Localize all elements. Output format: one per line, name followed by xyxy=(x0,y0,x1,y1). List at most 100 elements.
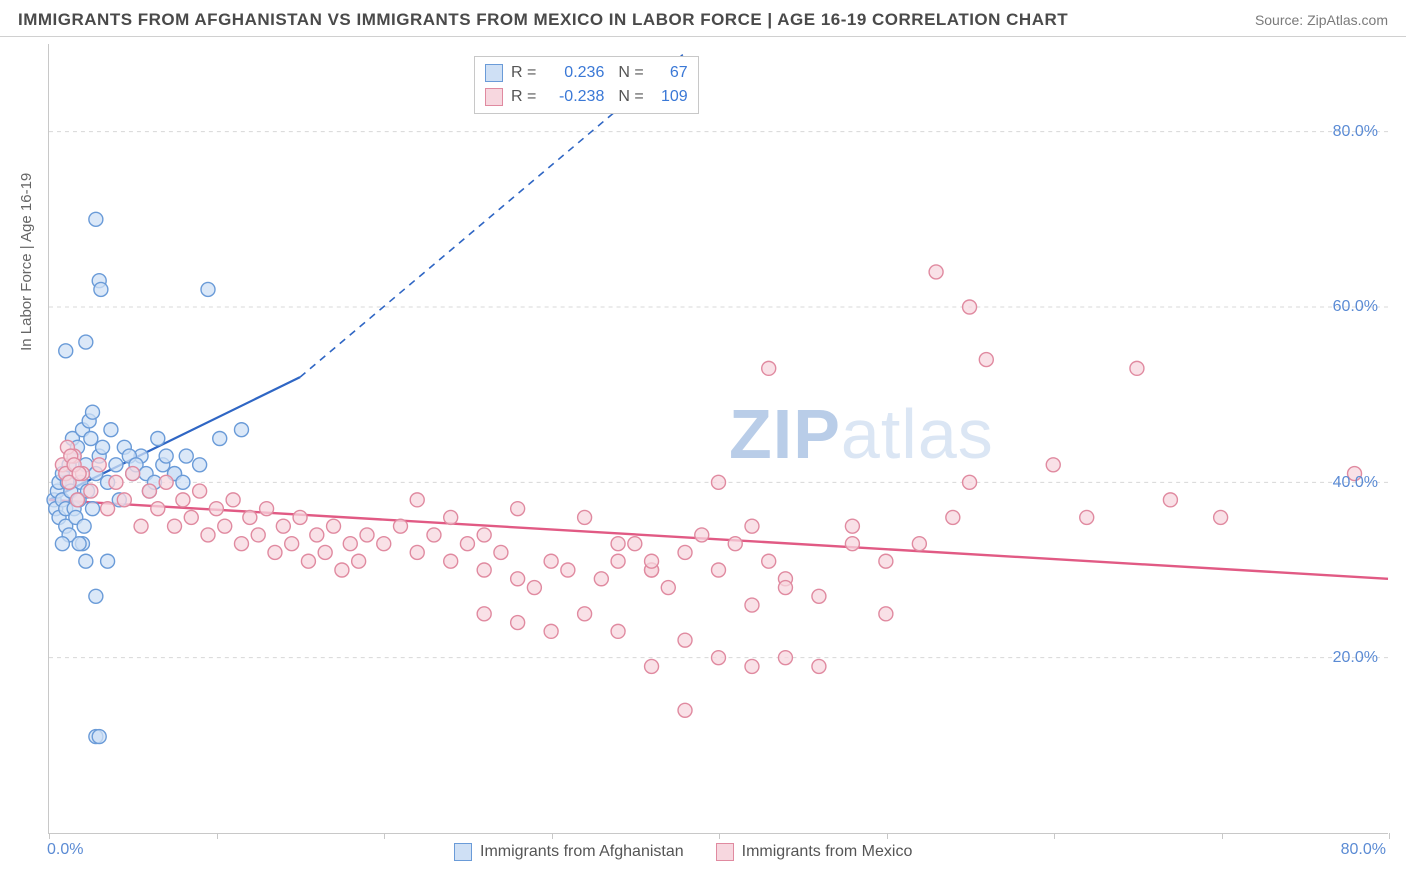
data-point-mexico xyxy=(377,537,391,551)
data-point-mexico xyxy=(310,528,324,542)
data-point-afghanistan xyxy=(104,423,118,437)
data-point-mexico xyxy=(578,607,592,621)
data-point-mexico xyxy=(527,581,541,595)
n-label: N = xyxy=(618,61,643,85)
data-point-mexico xyxy=(444,554,458,568)
data-point-mexico xyxy=(193,484,207,498)
data-point-afghanistan xyxy=(79,554,93,568)
correlation-legend: R = 0.236 N = 67 R = -0.238 N = 109 xyxy=(474,56,699,114)
legend-item-mexico: Immigrants from Mexico xyxy=(716,843,913,861)
data-point-afghanistan xyxy=(79,335,93,349)
data-point-mexico xyxy=(645,659,659,673)
data-point-mexico xyxy=(393,519,407,533)
data-point-afghanistan xyxy=(94,282,108,296)
data-point-mexico xyxy=(293,510,307,524)
x-axis-max-label: 80.0% xyxy=(1341,841,1386,859)
plot-area: ZIPatlas R = 0.236 N = 67 R = -0.238 N =… xyxy=(48,44,1388,834)
data-point-mexico xyxy=(511,502,525,516)
data-point-mexico xyxy=(695,528,709,542)
data-point-mexico xyxy=(578,510,592,524)
data-point-mexico xyxy=(511,572,525,586)
data-point-mexico xyxy=(343,537,357,551)
data-point-mexico xyxy=(762,361,776,375)
data-point-mexico xyxy=(845,537,859,551)
data-point-mexico xyxy=(611,554,625,568)
data-point-mexico xyxy=(678,633,692,647)
data-point-mexico xyxy=(728,537,742,551)
data-point-mexico xyxy=(134,519,148,533)
data-point-mexico xyxy=(712,563,726,577)
data-point-mexico xyxy=(745,659,759,673)
legend-item-afghanistan: Immigrants from Afghanistan xyxy=(454,843,684,861)
data-point-mexico xyxy=(594,572,608,586)
data-point-mexico xyxy=(209,502,223,516)
swatch-afghanistan xyxy=(485,64,503,82)
data-point-mexico xyxy=(226,493,240,507)
data-point-mexico xyxy=(477,528,491,542)
legend-row-afghanistan: R = 0.236 N = 67 xyxy=(485,61,688,85)
y-tick-label: 80.0% xyxy=(1333,123,1378,141)
data-point-afghanistan xyxy=(109,458,123,472)
x-axis-min-label: 0.0% xyxy=(47,841,83,859)
data-point-mexico xyxy=(561,563,575,577)
data-point-mexico xyxy=(879,607,893,621)
data-point-mexico xyxy=(645,554,659,568)
data-point-mexico xyxy=(168,519,182,533)
data-point-mexico xyxy=(1046,458,1060,472)
data-point-mexico xyxy=(745,598,759,612)
data-point-afghanistan xyxy=(89,212,103,226)
data-point-mexico xyxy=(176,493,190,507)
data-point-afghanistan xyxy=(101,554,115,568)
data-point-afghanistan xyxy=(89,589,103,603)
data-point-mexico xyxy=(1080,510,1094,524)
data-point-mexico xyxy=(544,554,558,568)
data-point-mexico xyxy=(410,493,424,507)
data-point-afghanistan xyxy=(86,502,100,516)
data-point-mexico xyxy=(762,554,776,568)
data-point-mexico xyxy=(712,475,726,489)
data-point-afghanistan xyxy=(72,537,86,551)
data-point-mexico xyxy=(218,519,232,533)
data-point-mexico xyxy=(70,493,84,507)
data-point-mexico xyxy=(126,467,140,481)
data-point-mexico xyxy=(117,493,131,507)
data-point-afghanistan xyxy=(84,432,98,446)
data-point-mexico xyxy=(812,589,826,603)
data-point-afghanistan xyxy=(159,449,173,463)
data-point-afghanistan xyxy=(151,432,165,446)
data-point-afghanistan xyxy=(96,440,110,454)
data-point-mexico xyxy=(460,537,474,551)
data-point-mexico xyxy=(427,528,441,542)
data-point-mexico xyxy=(234,537,248,551)
data-point-mexico xyxy=(84,484,98,498)
data-point-mexico xyxy=(661,581,675,595)
data-point-afghanistan xyxy=(176,475,190,489)
data-point-mexico xyxy=(335,563,349,577)
data-point-mexico xyxy=(712,651,726,665)
data-point-afghanistan xyxy=(234,423,248,437)
x-tick xyxy=(1222,833,1223,839)
data-point-mexico xyxy=(494,545,508,559)
scatter-plot-svg xyxy=(49,44,1388,833)
data-point-mexico xyxy=(101,502,115,516)
data-point-mexico xyxy=(184,510,198,524)
data-point-afghanistan xyxy=(59,344,73,358)
x-tick xyxy=(719,833,720,839)
data-point-mexico xyxy=(92,458,106,472)
x-tick xyxy=(49,833,50,839)
swatch-afghanistan-bottom xyxy=(454,843,472,861)
data-point-mexico xyxy=(285,537,299,551)
series-legend: Immigrants from Afghanistan Immigrants f… xyxy=(454,843,912,861)
x-tick xyxy=(1389,833,1390,839)
r-label: R = xyxy=(511,61,536,85)
data-point-mexico xyxy=(963,475,977,489)
y-axis-title: In Labor Force | Age 16-19 xyxy=(18,173,35,351)
data-point-afghanistan xyxy=(55,537,69,551)
data-point-mexico xyxy=(72,467,86,481)
data-point-mexico xyxy=(201,528,215,542)
r-value: -0.238 xyxy=(544,85,604,109)
n-label: N = xyxy=(618,85,643,109)
data-point-afghanistan xyxy=(86,405,100,419)
data-point-mexico xyxy=(778,581,792,595)
x-tick xyxy=(1054,833,1055,839)
